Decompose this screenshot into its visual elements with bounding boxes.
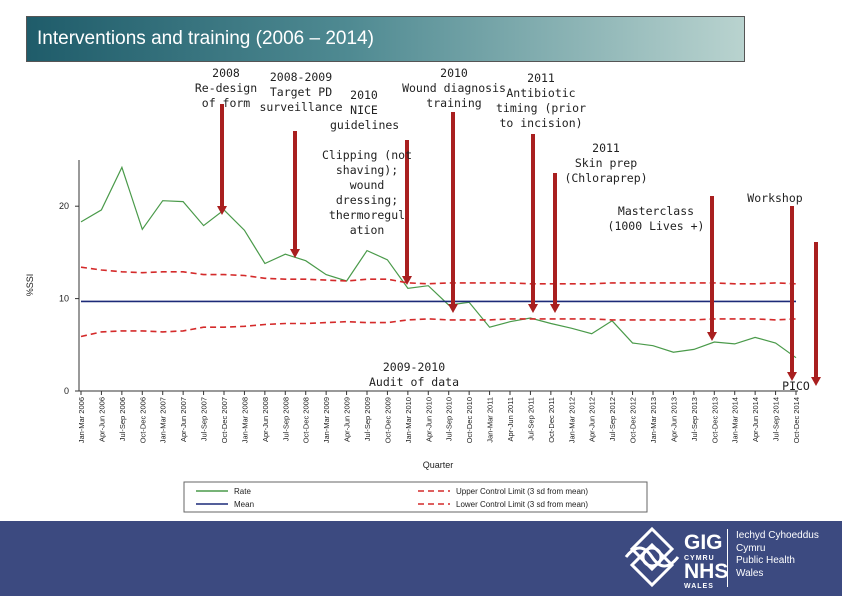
intervention-arrow [553, 173, 557, 305]
x-tick-label: Jul-Sep 2011 [526, 397, 535, 441]
x-tick-label: Jan-Mar 2008 [240, 397, 249, 443]
annotation-nice-guidelines: 2010 NICE guidelines [330, 88, 400, 132]
series-line-upper [80, 266, 797, 285]
x-tick-label: Oct-Dec 2012 [629, 397, 638, 443]
page-title: Interventions and training (2006 – 2014) [37, 28, 374, 49]
annotation-masterclass: Masterclass (1000 Lives +) [607, 204, 705, 233]
x-tick-label: Oct-Dec 2009 [383, 397, 392, 443]
annotation-target-pd: 2008-2009 Target PD surveillance [259, 70, 343, 114]
x-tick-label: Jul-Sep 2008 [281, 397, 290, 441]
intervention-arrow [451, 112, 455, 305]
x-tick-label: Jan-Mar 2011 [486, 397, 495, 443]
x-tick-label: Oct-Dec 2013 [710, 397, 719, 443]
x-tick-label: Jan-Mar 2006 [77, 397, 86, 443]
logo-cymru: CYMRU [684, 555, 715, 562]
intervention-arrowhead [217, 206, 227, 215]
annotation-clipping: Clipping (not shaving); wound dressing; … [322, 148, 413, 237]
x-tick-label: Apr-Jun 2007 [179, 397, 188, 442]
intervention-arrowhead [528, 304, 538, 313]
logo-nhs: NHS [684, 560, 729, 583]
x-tick-label: Jan-Mar 2014 [731, 397, 740, 443]
x-tick-label: Jan-Mar 2010 [404, 397, 413, 443]
x-tick-label: Jan-Mar 2013 [649, 397, 658, 443]
annotation-antibiotic-timing: 2011 Antibiotic timing (prior to incisio… [495, 71, 586, 130]
legend-label: Rate [234, 487, 251, 496]
x-tick-label: Jan-Mar 2007 [159, 397, 168, 443]
intervention-arrowhead [787, 372, 797, 381]
nhs-wales-knot-icon [624, 526, 680, 588]
intervention-arrow [293, 131, 297, 250]
logo-gig: GIG [684, 531, 723, 554]
y-tick-label: 0 [64, 386, 69, 396]
logo-wales: WALES [684, 583, 714, 590]
x-tick-label: Apr-Jun 2008 [261, 397, 270, 442]
intervention-arrowhead [402, 276, 412, 285]
x-tick-label: Oct-Dec 2014 [792, 397, 801, 443]
x-tick-label: Oct-Dec 2008 [302, 397, 311, 443]
legend-label: Mean [234, 500, 254, 509]
x-tick-label: Jul-Sep 2012 [608, 397, 617, 441]
org-name: Iechyd Cyhoeddus Cymru Public Health Wal… [736, 530, 819, 580]
x-tick-label: Jul-Sep 2010 [445, 397, 454, 441]
x-tick-label: Apr-Jun 2006 [97, 397, 106, 442]
org-english-line-2: Wales [736, 567, 764, 579]
series-line-rate [80, 165, 797, 359]
footer-band: GIG CYMRU NHS WALES Iechyd Cyhoeddus Cym… [0, 521, 842, 596]
x-tick-label: Jul-Sep 2006 [118, 397, 127, 441]
series-line-lower [80, 318, 797, 338]
y-tick-label: 20 [59, 201, 69, 211]
annotation-pico: PICO [782, 379, 810, 393]
annotation-skin-prep: 2011 Skin prep (Chloraprep) [564, 141, 648, 185]
x-tick-label: Jan-Mar 2012 [567, 397, 576, 443]
x-tick-label: Oct-Dec 2006 [138, 397, 147, 443]
intervention-arrowhead [550, 304, 560, 313]
x-tick-label: Jul-Sep 2013 [690, 397, 699, 441]
chart-legend: Rate Upper Control Limit (3 sd from mean)… [183, 481, 648, 513]
org-welsh-line-2: Cymru [736, 542, 766, 554]
intervention-arrowhead [811, 377, 821, 386]
x-tick-label: Oct-Dec 2007 [220, 397, 229, 443]
x-tick-label: Apr-Jun 2014 [751, 397, 760, 442]
x-tick-label: Jul-Sep 2014 [772, 397, 781, 441]
legend-box [183, 481, 648, 513]
y-axis-title: %SSI [25, 274, 35, 297]
intervention-arrow [814, 242, 818, 378]
org-welsh-line-1: Iechyd Cyhoeddus [736, 530, 819, 541]
x-tick-label: Jul-Sep 2007 [200, 397, 209, 441]
intervention-arrow [710, 196, 714, 333]
annotation-workshop: Workshop [747, 191, 803, 205]
intervention-arrowhead [707, 332, 717, 341]
intervention-arrow [790, 206, 794, 373]
intervention-arrowhead [448, 304, 458, 313]
intervention-arrow [531, 134, 535, 305]
x-tick-label: Oct-Dec 2010 [465, 397, 474, 443]
x-tick-label: Apr-Jun 2013 [669, 397, 678, 442]
intervention-arrow [220, 104, 224, 207]
intervention-arrowhead [290, 249, 300, 258]
y-tick-label: 10 [59, 294, 69, 304]
annotation-redesign-form: 2008 Re-design of form [194, 66, 258, 110]
legend-label: Lower Control Limit (3 sd from mean) [456, 500, 588, 509]
x-tick-label: Apr-Jun 2009 [343, 397, 352, 442]
x-axis-title: Quarter [423, 460, 454, 470]
x-tick-label: Oct-Dec 2011 [547, 397, 556, 443]
x-tick-label: Jul-Sep 2009 [363, 397, 372, 441]
org-english-line-1: Public Health [736, 555, 795, 566]
x-tick-label: Jan-Mar 2009 [322, 397, 331, 443]
title-banner: Interventions and training (2006 – 2014) [26, 16, 745, 62]
x-tick-label: Apr-Jun 2011 [506, 397, 515, 441]
logo-divider [727, 529, 728, 587]
ssi-run-chart: 0 10 20 Jan-Mar 2006 Apr-Jun 2006 Jul-Sep 20… [25, 104, 821, 513]
annotation-audit: 2009-2010 Audit of data [368, 360, 459, 389]
x-tick-label: Apr-Jun 2010 [424, 397, 433, 442]
x-tick-label: Apr-Jun 2012 [588, 397, 597, 442]
intervention-arrow [405, 140, 409, 277]
annotation-wound-diagnosis: 2010 Wound diagnosis training [402, 66, 506, 110]
legend-label: Upper Control Limit (3 sd from mean) [456, 487, 588, 496]
